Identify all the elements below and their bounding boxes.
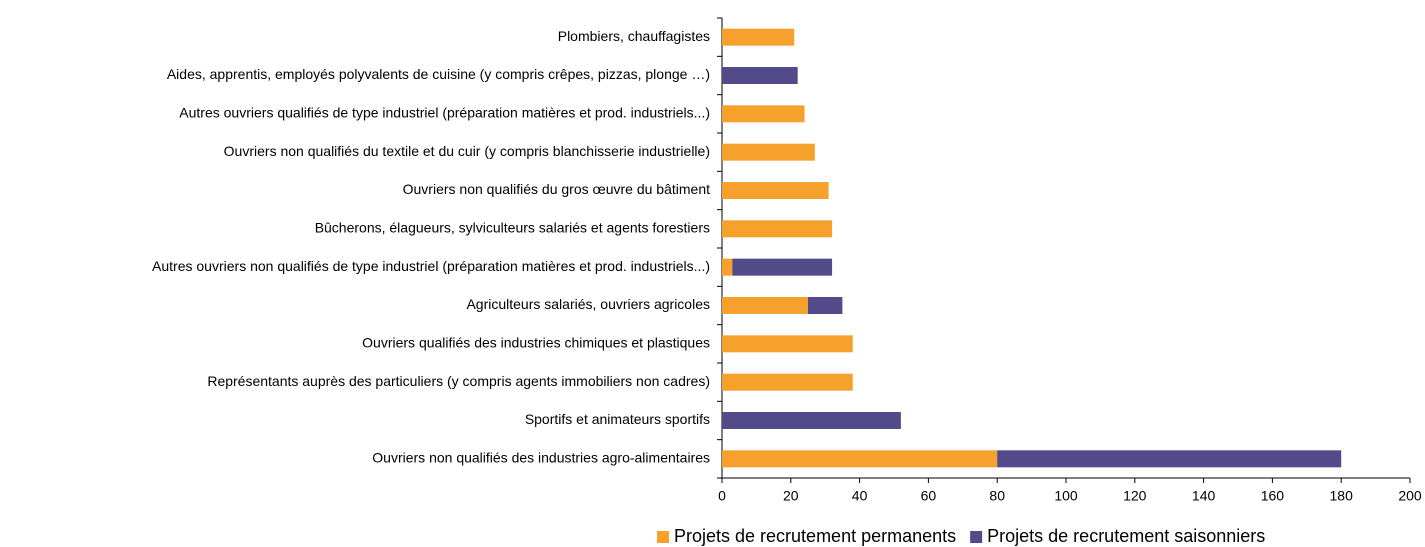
bar-segment — [722, 335, 853, 353]
bar-segment — [732, 258, 833, 276]
bar-segment — [722, 412, 901, 429]
bar-segment — [722, 373, 853, 391]
x-tick-label: 20 — [783, 488, 799, 504]
legend-swatch — [970, 531, 983, 543]
bar-segment — [722, 297, 808, 314]
category-label: Autres ouvriers qualifiés de type indust… — [179, 105, 710, 121]
x-tick-label: 200 — [1398, 488, 1422, 504]
bar-segment — [997, 450, 1342, 468]
bar-segment — [722, 220, 833, 238]
bar-segment — [722, 105, 805, 123]
x-tick-label: 80 — [989, 488, 1005, 504]
x-tick-label: 0 — [718, 488, 726, 504]
x-tick-label: 40 — [852, 488, 868, 504]
category-label: Plombiers, chauffagistes — [558, 28, 710, 44]
category-label: Agriculteurs salariés, ouvriers agricole… — [466, 296, 710, 312]
legend-label: Projets de recrutement permanents — [674, 526, 956, 546]
x-tick-label: 60 — [921, 488, 937, 504]
category-label: Ouvriers qualifiés des industries chimiq… — [362, 335, 710, 351]
category-label: Ouvriers non qualifiés du gros œuvre du … — [403, 181, 710, 197]
category-label: Représentants auprès des particuliers (y… — [207, 373, 710, 389]
category-label: Sportifs et animateurs sportifs — [525, 411, 710, 427]
category-label: Aides, apprentis, employés polyvalents d… — [167, 66, 710, 82]
legend-label: Projets de recrutement saisonniers — [987, 526, 1265, 546]
x-tick-label: 120 — [1123, 488, 1147, 504]
category-label: Autres ouvriers non qualifiés de type in… — [152, 258, 710, 274]
legend-swatch — [657, 531, 669, 543]
bar-segment — [722, 258, 733, 276]
category-label: Bûcherons, élagueurs, sylviculteurs sala… — [315, 220, 710, 236]
bar-segment — [722, 67, 798, 84]
category-label: Ouvriers non qualifiés du textile et du … — [224, 143, 710, 159]
category-label: Ouvriers non qualifiés des industries ag… — [372, 450, 710, 466]
bar-segment — [722, 450, 998, 468]
x-tick-label: 160 — [1261, 488, 1285, 504]
x-tick-label: 140 — [1192, 488, 1216, 504]
x-tick-label: 100 — [1054, 488, 1078, 504]
bar-segment — [722, 143, 815, 161]
bar-segment — [722, 28, 795, 46]
x-tick-label: 180 — [1330, 488, 1354, 504]
bar-segment — [722, 182, 829, 199]
bar-segment — [808, 297, 843, 314]
